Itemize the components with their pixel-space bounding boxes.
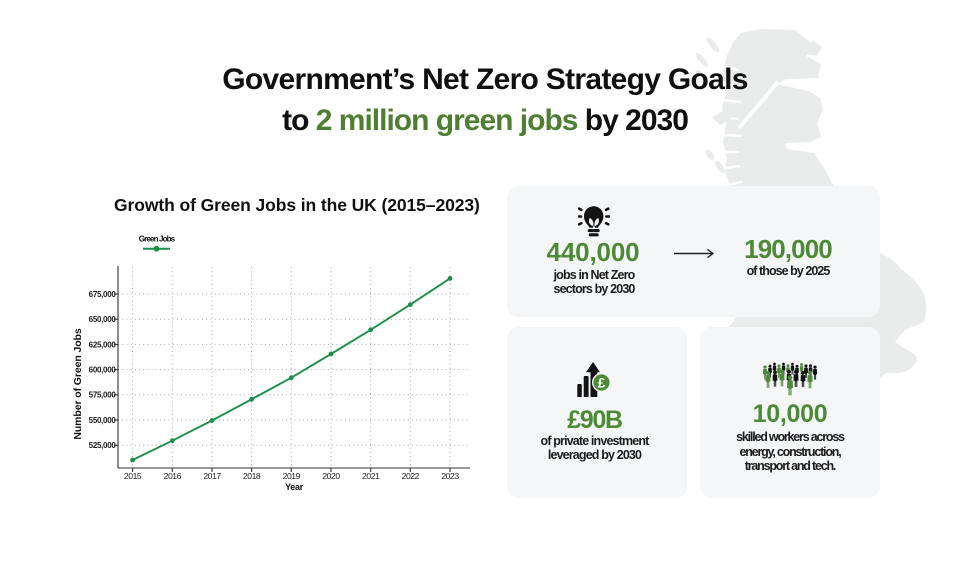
svg-text:525,000: 525,000 bbox=[89, 441, 117, 450]
svg-text:2016: 2016 bbox=[164, 471, 182, 481]
svg-text:625,000: 625,000 bbox=[89, 340, 117, 349]
svg-text:Growth of Green Jobs in the UK: Growth of Green Jobs in the UK (2015–202… bbox=[114, 195, 480, 215]
svg-text:675,000: 675,000 bbox=[89, 290, 117, 299]
svg-text:650,000: 650,000 bbox=[89, 315, 117, 324]
svg-text:575,000: 575,000 bbox=[89, 391, 117, 400]
svg-text:2017: 2017 bbox=[203, 471, 221, 481]
svg-text:Year: Year bbox=[285, 482, 304, 492]
svg-text:Number of Green Jobs: Number of Green Jobs bbox=[72, 328, 84, 439]
svg-text:600,000: 600,000 bbox=[89, 366, 117, 375]
svg-text:2018: 2018 bbox=[243, 471, 261, 481]
svg-text:2015: 2015 bbox=[124, 471, 142, 481]
svg-text:2020: 2020 bbox=[322, 471, 340, 481]
svg-text:2019: 2019 bbox=[283, 471, 301, 481]
svg-text:550,000: 550,000 bbox=[89, 416, 117, 425]
svg-text:2023: 2023 bbox=[441, 471, 459, 481]
svg-text:Green Jobs: Green Jobs bbox=[139, 235, 176, 244]
svg-text:2022: 2022 bbox=[402, 471, 420, 481]
svg-text:£: £ bbox=[597, 375, 605, 390]
svg-text:2021: 2021 bbox=[362, 471, 380, 481]
